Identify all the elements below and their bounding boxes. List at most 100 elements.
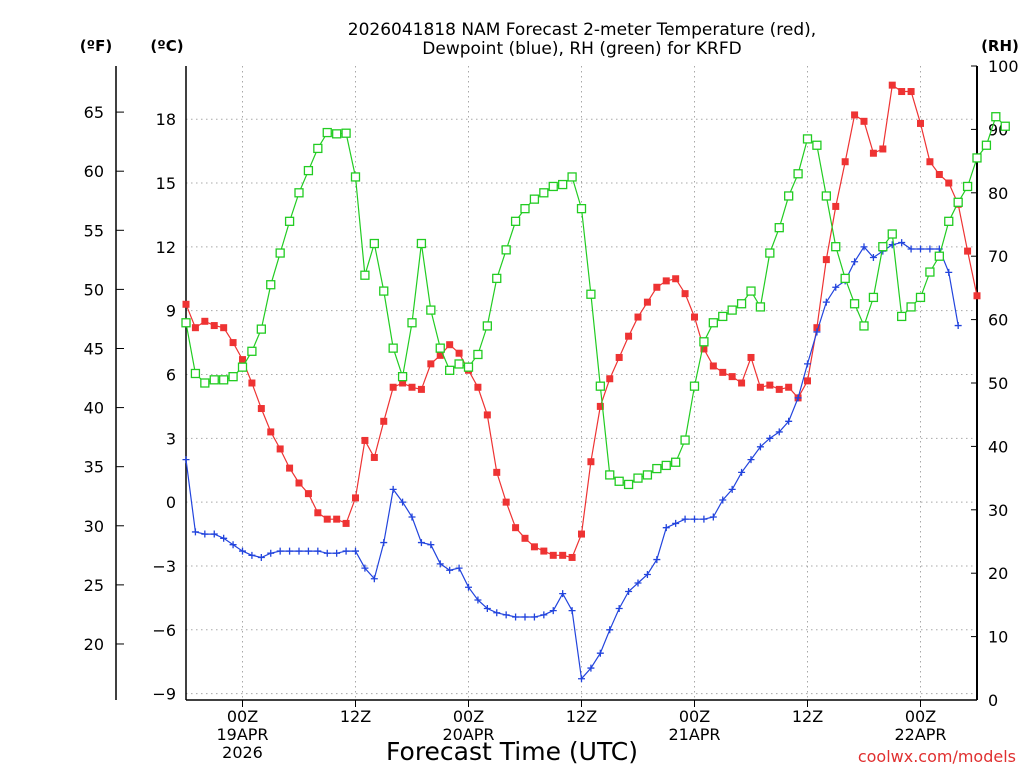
dewpoint-point — [493, 609, 501, 617]
dewpoint-point — [304, 547, 312, 555]
rh-point — [915, 292, 926, 303]
series-dewpoint — [182, 239, 962, 683]
rh-point — [661, 460, 671, 471]
rh-point — [256, 324, 266, 334]
rh-line — [185, 115, 1006, 486]
rh-point — [435, 343, 445, 353]
celsius-tick-label: 15 — [156, 174, 176, 193]
rh-axis-unit: (RH) — [981, 37, 1019, 55]
rh-point — [793, 169, 803, 179]
rh-point — [878, 242, 888, 252]
rh-point — [708, 318, 718, 328]
temperature-point — [973, 292, 981, 300]
dewpoint-point — [276, 547, 284, 555]
dewpoint-point — [182, 456, 190, 464]
temperature-point — [323, 515, 331, 523]
rh-point — [887, 229, 897, 239]
temperature-point — [926, 158, 934, 166]
rh-point — [416, 238, 427, 249]
dewpoint-point — [455, 564, 463, 572]
dewpoint-point — [361, 564, 369, 572]
rh-point — [727, 305, 737, 315]
dewpoint-point — [926, 245, 934, 253]
rh-point — [567, 172, 577, 182]
temperature-point — [822, 256, 830, 264]
temperature-point — [352, 494, 359, 502]
celsius-tick-label: −3 — [152, 557, 176, 576]
dewpoint-point — [709, 513, 717, 521]
temperature-point — [248, 379, 256, 387]
x-tick-label: 00Z — [453, 707, 484, 726]
rh-point — [426, 305, 436, 315]
temperature-point — [719, 368, 727, 376]
rh-point — [802, 134, 813, 144]
celsius-tick-label: −6 — [152, 621, 176, 640]
rh-point — [303, 165, 314, 176]
x-tick-label: 00Z — [905, 707, 936, 726]
fahrenheit-tick-label: 40 — [84, 399, 104, 418]
rh-point — [831, 242, 841, 252]
fahrenheit-tick-label: 25 — [84, 576, 104, 595]
dewpoint-point — [417, 539, 425, 547]
fahrenheit-tick-label: 65 — [84, 103, 104, 122]
rh-point — [360, 270, 370, 280]
temperature-point — [841, 158, 849, 166]
temperature-point — [700, 345, 708, 353]
dewpoint-point — [634, 579, 642, 587]
celsius-tick-label: 6 — [166, 365, 176, 384]
dewpoint-point — [314, 547, 322, 555]
x-tick-label: 00Z — [227, 707, 258, 726]
dewpoint-point — [888, 241, 896, 249]
rh-point — [501, 245, 511, 255]
rh-point — [859, 321, 869, 331]
rh-point — [981, 140, 992, 150]
temperature-point — [446, 341, 454, 349]
dewpoint-point — [804, 360, 811, 368]
celsius-tick-label: −9 — [152, 685, 176, 704]
rh-point — [284, 216, 295, 226]
rh-point — [350, 172, 361, 182]
rh-point — [671, 457, 681, 467]
rh-tick-label: 60 — [988, 311, 1008, 330]
temperature-point — [653, 283, 661, 291]
rh-point — [548, 181, 558, 192]
temperature-point — [333, 515, 341, 523]
dewpoint-point — [719, 496, 727, 504]
temperature-point — [210, 322, 218, 330]
rh-point — [332, 129, 342, 139]
rh-tick-label: 100 — [988, 57, 1019, 76]
rh-point — [510, 216, 521, 226]
rh-point — [765, 248, 775, 258]
rh-point — [237, 362, 248, 372]
axes — [115, 65, 978, 707]
dewpoint-point — [512, 613, 520, 621]
rh-point — [623, 479, 634, 490]
temperature-point — [389, 383, 397, 391]
celsius-tick-label: 0 — [166, 493, 176, 512]
rh-point — [906, 302, 916, 312]
rh-point — [633, 473, 643, 483]
dewpoint-point — [370, 575, 378, 583]
fahrenheit-tick-label: 45 — [84, 339, 104, 358]
temperature-point — [521, 534, 529, 542]
dewpoint-point — [747, 456, 755, 464]
dewpoint-point — [201, 530, 209, 538]
temperature-point — [568, 553, 576, 561]
credit-text: coolwx.com/models — [858, 747, 1016, 766]
dewpoint-point — [578, 675, 585, 683]
dewpoint-point — [502, 611, 510, 619]
temperature-point — [879, 145, 887, 153]
temperature-point — [662, 277, 670, 285]
dewpoint-point — [248, 551, 256, 559]
dewpoint-point — [860, 243, 868, 251]
temperature-point — [370, 453, 378, 461]
rh-point — [925, 267, 935, 277]
rh-point — [746, 286, 756, 296]
rh-tick-label: 10 — [988, 628, 1008, 647]
dewpoint-point — [822, 298, 830, 306]
temperature-point — [851, 111, 859, 119]
x-tick-label: 12Z — [340, 707, 371, 726]
temperature-point — [191, 324, 199, 332]
dewpoint-point — [832, 283, 840, 291]
